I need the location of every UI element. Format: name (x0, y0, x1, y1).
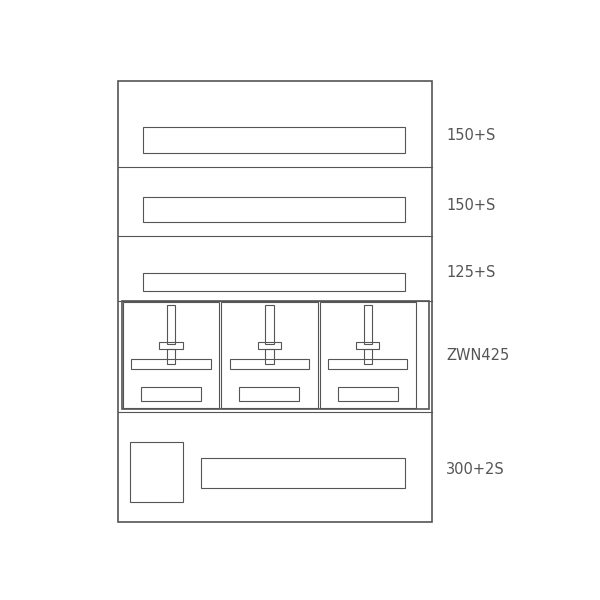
Bar (167, 349, 175, 364)
Bar (239, 386, 299, 401)
Bar (258, 342, 281, 349)
Bar (123, 302, 219, 409)
Bar (143, 127, 404, 153)
Bar (118, 81, 432, 523)
Bar (201, 458, 404, 488)
Bar (338, 386, 398, 401)
Text: 150+S: 150+S (446, 128, 496, 143)
Bar (364, 305, 372, 344)
Bar (160, 342, 182, 349)
Bar (131, 359, 211, 370)
Bar (328, 359, 407, 370)
Bar (265, 305, 274, 344)
Bar (130, 442, 183, 502)
Text: 150+S: 150+S (446, 197, 496, 212)
Bar (141, 386, 201, 401)
Text: 125+S: 125+S (446, 265, 496, 280)
Bar (356, 342, 379, 349)
Bar (122, 301, 428, 409)
Bar (320, 302, 416, 409)
Bar (143, 273, 404, 292)
Text: ZWN425: ZWN425 (446, 348, 509, 363)
Bar (167, 305, 175, 344)
Bar (364, 349, 372, 364)
Text: 300+2S: 300+2S (446, 462, 505, 477)
Bar (265, 349, 274, 364)
Bar (221, 302, 317, 409)
Bar (230, 359, 309, 370)
Bar (143, 197, 404, 222)
